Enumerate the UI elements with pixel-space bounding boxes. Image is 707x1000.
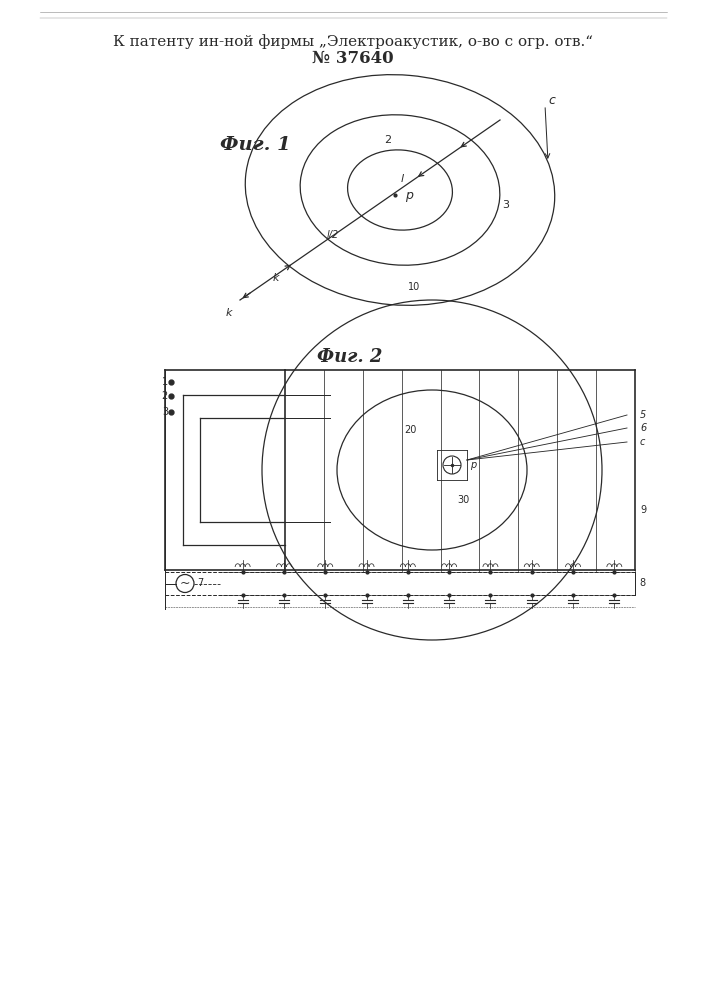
Text: Фиг. 2: Фиг. 2 [317, 348, 382, 366]
Text: 2: 2 [385, 135, 392, 145]
Text: l/2: l/2 [327, 230, 339, 240]
Text: ~: ~ [180, 577, 190, 590]
Text: p: p [405, 188, 413, 202]
Text: c: c [548, 94, 555, 106]
Text: k: k [226, 308, 232, 318]
Text: 3: 3 [502, 200, 509, 210]
Text: № 37640: № 37640 [312, 49, 394, 66]
Text: 5: 5 [640, 410, 646, 420]
Text: k: k [272, 273, 279, 283]
Text: 6: 6 [640, 423, 646, 433]
Text: c: c [640, 437, 645, 447]
Text: 7: 7 [197, 578, 203, 587]
Text: 10: 10 [408, 282, 420, 292]
Text: 8: 8 [639, 578, 645, 588]
Text: 1: 1 [162, 377, 168, 387]
Text: l: l [401, 174, 404, 184]
Text: 9: 9 [640, 505, 646, 515]
Text: К патенту ин-ной фирмы „Электроакустик, о-во с огр. отв.“: К патенту ин-ной фирмы „Электроакустик, … [113, 35, 593, 49]
Text: 3: 3 [162, 407, 168, 417]
Text: p: p [470, 460, 477, 470]
Text: 30: 30 [457, 495, 469, 505]
Text: 20: 20 [404, 425, 416, 435]
Text: Фиг. 1: Фиг. 1 [220, 136, 291, 154]
Text: 2: 2 [162, 391, 168, 401]
